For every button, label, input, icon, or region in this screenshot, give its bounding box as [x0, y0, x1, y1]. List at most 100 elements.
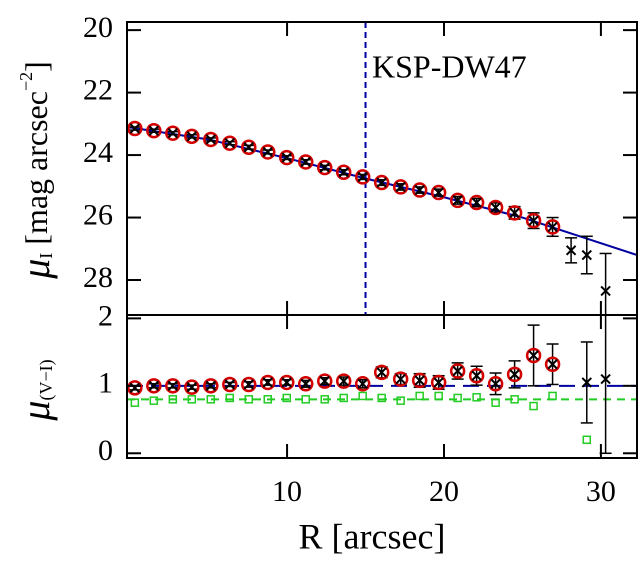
- circle-marker: [241, 376, 257, 393]
- cross-stroke: [300, 378, 311, 390]
- circle-marker: [392, 371, 409, 387]
- circle-marker: [222, 376, 238, 393]
- cross-marker: [581, 377, 592, 388]
- circle-marker: [127, 380, 143, 396]
- cross-stroke: [205, 134, 217, 145]
- circle-marker: [544, 356, 561, 372]
- circle-marker: [525, 347, 542, 364]
- square-marker: [282, 393, 291, 403]
- square-marker: [339, 393, 348, 403]
- cross-marker: [471, 197, 482, 208]
- x-axis-label: R [arcsec]: [299, 516, 446, 556]
- cross-stroke: [452, 195, 463, 206]
- circle-marker: [506, 205, 523, 221]
- cross-stroke: [129, 123, 141, 134]
- cross-marker: [167, 380, 179, 392]
- cross-marker: [243, 142, 254, 153]
- circle-marker: [430, 184, 447, 201]
- cross-stroke: [490, 378, 501, 390]
- cross-stroke: [490, 202, 501, 213]
- circle-marker: [165, 125, 181, 141]
- circle-marker: [468, 194, 485, 211]
- circle-marker: [506, 366, 523, 383]
- square-marker: [491, 398, 500, 407]
- square-marker: [130, 398, 140, 407]
- cross-stroke: [433, 377, 444, 388]
- circle-marker: [260, 144, 276, 160]
- model-line: [127, 125, 637, 256]
- circle-marker: [165, 378, 181, 394]
- cross-marker: [452, 365, 463, 377]
- circle-marker: [203, 378, 219, 394]
- y-tick-label: 28: [83, 261, 113, 294]
- cross-marker: [547, 221, 558, 233]
- cross-marker: [319, 375, 330, 387]
- circle-marker: [411, 372, 428, 389]
- circle-marker: [241, 139, 257, 156]
- y-tick-label: 22: [83, 73, 113, 106]
- cross-stroke: [338, 375, 349, 387]
- cross-stroke: [581, 377, 592, 388]
- cross-marker: [471, 370, 482, 381]
- cross-marker: [376, 177, 387, 188]
- circle-marker: [278, 374, 295, 391]
- circle-marker: [316, 159, 333, 176]
- cross-stroke: [414, 184, 425, 196]
- cross-stroke: [452, 365, 463, 377]
- cross-stroke: [148, 125, 160, 136]
- cross-stroke: [547, 221, 558, 233]
- cross-marker: [186, 381, 198, 393]
- cross-stroke: [224, 379, 235, 390]
- cross-stroke: [338, 167, 349, 178]
- y-axis-label: μI [mag arcsec−2]: [13, 61, 58, 280]
- circle-marker: [449, 363, 466, 379]
- cross-stroke: [281, 377, 292, 388]
- circle-marker: [468, 367, 485, 384]
- cross-marker: [433, 377, 444, 388]
- cross-stroke: [471, 197, 482, 208]
- cross-stroke: [186, 131, 198, 142]
- cross-stroke: [414, 375, 425, 386]
- cross-stroke: [600, 373, 611, 385]
- cross-marker: [281, 377, 292, 388]
- cross-marker: [395, 181, 406, 193]
- cross-stroke: [433, 187, 444, 198]
- cross-marker: [528, 350, 539, 361]
- x-tick-label: 20: [429, 475, 459, 508]
- square-marker: [529, 401, 538, 411]
- cross-stroke: [395, 181, 406, 193]
- cross-stroke: [262, 377, 273, 388]
- square-marker: [510, 395, 519, 404]
- square-marker: [320, 395, 329, 404]
- circle-marker: [487, 199, 504, 216]
- cross-stroke: [224, 137, 235, 149]
- cross-marker: [262, 377, 273, 388]
- cross-stroke: [186, 381, 198, 393]
- circle-marker: [184, 379, 200, 395]
- cross-stroke: [357, 171, 368, 183]
- cross-stroke: [205, 380, 217, 392]
- plot-area: [127, 315, 637, 455]
- square-marker: [225, 393, 235, 403]
- cross-stroke: [243, 379, 254, 390]
- y-tick-label: 0: [98, 434, 113, 467]
- square-marker: [472, 393, 481, 402]
- square-marker: [263, 395, 273, 404]
- square-marker: [582, 435, 592, 445]
- cross-marker: [357, 378, 368, 390]
- circle-marker: [146, 378, 162, 394]
- cross-stroke: [376, 177, 387, 188]
- plot-area: [127, 22, 637, 315]
- cross-marker: [338, 167, 349, 178]
- cross-marker: [581, 249, 592, 261]
- y-tick-label: 24: [83, 136, 113, 169]
- cross-stroke: [509, 369, 520, 380]
- cross-marker: [490, 378, 501, 390]
- circle-marker: [146, 122, 162, 139]
- circle-marker: [297, 376, 314, 392]
- circle-marker: [222, 135, 238, 151]
- cross-marker: [565, 245, 577, 256]
- cross-marker: [186, 131, 198, 142]
- circle-marker: [354, 376, 371, 392]
- square-marker: [396, 396, 405, 405]
